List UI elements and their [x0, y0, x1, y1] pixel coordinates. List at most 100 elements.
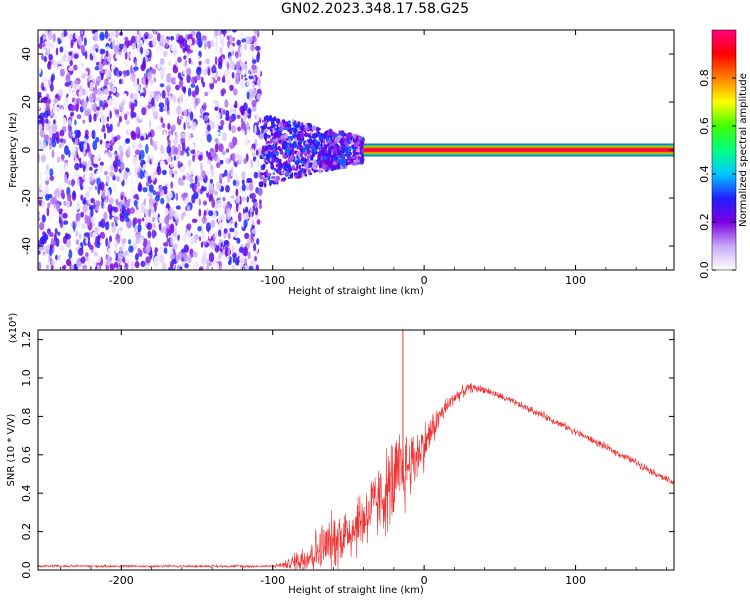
- spectrogram-cell: [242, 69, 246, 76]
- spectrogram-cell: [77, 62, 82, 70]
- spectrogram-cell: [221, 88, 226, 95]
- spectrogram-cell: [113, 240, 118, 248]
- spectrogram-cell: [144, 266, 150, 270]
- spectrogram-y-tick-label: 40: [20, 47, 33, 61]
- spectrogram-cell: [256, 112, 260, 122]
- spectrogram-cell: [275, 175, 281, 181]
- spectrogram-cell: [196, 66, 202, 76]
- spectrogram-cell: [188, 143, 195, 151]
- spectrogram-cell: [323, 144, 328, 148]
- spectrogram-cell: [251, 91, 256, 98]
- spectrogram-cell: [234, 244, 240, 255]
- spectrogram-cell: [265, 161, 269, 165]
- spectrogram-cell: [307, 159, 311, 164]
- spectrogram-cell: [177, 160, 181, 169]
- spectrogram-cell: [246, 178, 251, 184]
- spectrogram-cell: [258, 122, 262, 130]
- spectrogram-cell: [59, 129, 65, 137]
- spectrogram-cell: [102, 114, 106, 125]
- spectrogram-cell: [170, 181, 174, 189]
- snr-y-tick-label: 1.2: [20, 331, 33, 349]
- spectrogram-cell: [333, 134, 338, 138]
- spectrogram-cell: [188, 166, 194, 176]
- spectrogram-cell: [185, 172, 190, 181]
- spectrogram-cell: [180, 132, 186, 139]
- spectrogram-cell: [81, 98, 85, 108]
- spectrogram-cell: [42, 34, 47, 40]
- spectrogram-cell: [187, 113, 190, 119]
- spectrogram-cell: [250, 44, 255, 52]
- spectrogram-cell: [46, 207, 50, 217]
- spectrogram-cell: [117, 159, 121, 167]
- spectrogram-cell: [202, 231, 206, 240]
- spectrogram-cell: [196, 253, 202, 260]
- spectrogram-cell: [313, 133, 318, 137]
- spectrogram-cell: [178, 80, 184, 88]
- spectrogram-cell: [132, 217, 138, 225]
- spectrogram-cell: [68, 119, 72, 125]
- spectrogram-cell: [148, 119, 152, 129]
- spectrogram-cell: [53, 119, 56, 125]
- spectrogram-cell: [124, 59, 129, 69]
- spectrogram-cell: [50, 110, 53, 117]
- spectrogram-cell: [212, 72, 217, 77]
- spectrogram-cell: [225, 110, 230, 118]
- spectrogram-cell: [147, 71, 153, 81]
- spectrogram-cell: [187, 257, 192, 263]
- spectrogram-cell: [46, 41, 51, 46]
- spectrogram-cell: [151, 68, 156, 76]
- spectrogram-cell: [301, 163, 305, 167]
- spectrogram-cell: [232, 179, 237, 186]
- snr-frame: [37, 329, 675, 571]
- spectrogram-cell: [56, 222, 61, 231]
- spectrogram-cell: [206, 188, 209, 194]
- spectrogram-cell: [184, 263, 189, 269]
- spectrogram-cell: [206, 265, 210, 270]
- spectrogram-cell: [156, 30, 162, 33]
- spectrogram-cell: [238, 212, 242, 223]
- spectrogram-cell: [287, 120, 291, 124]
- spectrogram-cell: [124, 113, 128, 121]
- spectrogram-cell: [155, 149, 161, 157]
- spectrogram-cell: [120, 194, 124, 201]
- spectrogram-cell: [245, 206, 249, 213]
- spectrogram-cell: [84, 255, 89, 262]
- spectrogram-cell: [152, 208, 155, 216]
- spectrogram-cell: [220, 119, 225, 127]
- spectrogram-cell: [229, 55, 232, 63]
- spectrogram-cell: [191, 137, 198, 143]
- spectrogram-cell: [256, 219, 261, 225]
- spectrogram-cell: [68, 129, 73, 139]
- spectrogram-cell: [308, 123, 313, 128]
- spectrogram-cell: [225, 185, 230, 193]
- spectrogram-cell: [148, 208, 152, 218]
- spectrogram-cell: [104, 107, 110, 117]
- spectrogram-cell: [113, 261, 119, 270]
- spectrogram-cell: [46, 164, 49, 172]
- spectrogram-cell: [111, 64, 115, 71]
- spectrogram-cell: [287, 176, 290, 180]
- spectrogram-cell: [38, 104, 41, 110]
- spectrogram-cell: [105, 237, 109, 247]
- spectrogram-cell: [68, 55, 71, 62]
- spectrogram-cell: [246, 78, 252, 87]
- spectrogram-cell: [259, 174, 262, 179]
- spectrogram-cell: [218, 229, 222, 237]
- spectrogram-cell: [48, 60, 52, 66]
- spectrogram-cell: [272, 172, 275, 175]
- spectrogram-cell: [167, 138, 171, 148]
- spectrogram-cell: [163, 149, 167, 156]
- spectrogram-cell: [248, 75, 254, 80]
- spectrogram-cell: [183, 244, 189, 253]
- spectrogram-cell: [70, 39, 74, 49]
- spectrogram-cell: [326, 160, 331, 167]
- spectrogram-cell: [302, 147, 307, 152]
- spectrogram-cell: [173, 155, 177, 161]
- spectrogram-cell: [124, 255, 129, 264]
- spectrogram-cell: [220, 242, 223, 248]
- spectrogram-cell: [239, 255, 245, 263]
- spectrogram-cell: [71, 265, 75, 270]
- spectrogram-cell: [256, 238, 260, 245]
- spectrogram-cell: [259, 199, 262, 205]
- spectrogram-cell: [241, 196, 246, 201]
